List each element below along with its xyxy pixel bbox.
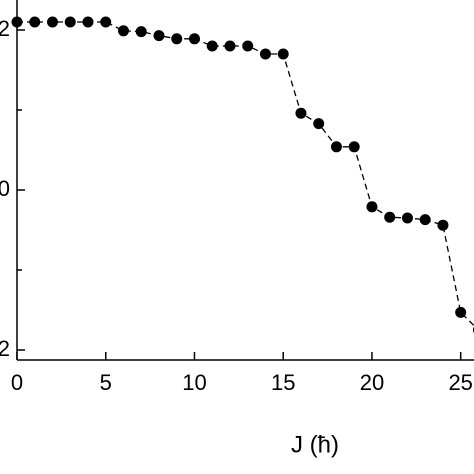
y-tick-label: 0 xyxy=(0,176,10,201)
x-tick-label: 0 xyxy=(11,370,23,395)
point xyxy=(455,306,467,318)
point xyxy=(277,48,289,60)
point xyxy=(135,26,147,38)
point xyxy=(224,40,236,52)
x-tick-label: 15 xyxy=(271,370,295,395)
line xyxy=(17,21,474,327)
point xyxy=(188,33,200,45)
y-tick-label: -2 xyxy=(0,336,10,361)
point xyxy=(29,16,41,28)
point xyxy=(171,33,183,45)
point xyxy=(313,118,325,130)
point xyxy=(330,141,342,153)
point xyxy=(11,16,23,28)
x-tick-label: 25 xyxy=(448,370,472,395)
point xyxy=(295,107,307,119)
point xyxy=(117,25,129,37)
point xyxy=(100,16,112,28)
point xyxy=(437,219,449,231)
point xyxy=(259,48,271,60)
x-axis-label: J (ħ) xyxy=(291,431,339,458)
point xyxy=(419,214,431,226)
x-tick-label: 20 xyxy=(360,370,384,395)
x-tick-label: 10 xyxy=(182,370,206,395)
point xyxy=(153,30,165,42)
point xyxy=(242,40,254,52)
point xyxy=(366,201,378,213)
point xyxy=(64,16,76,28)
point xyxy=(348,141,360,153)
point xyxy=(82,16,94,28)
point xyxy=(206,40,218,52)
y-tick-label: 2 xyxy=(0,16,10,41)
point xyxy=(401,212,413,224)
x-tick-label: 5 xyxy=(100,370,112,395)
point xyxy=(46,16,58,28)
point xyxy=(384,211,396,223)
